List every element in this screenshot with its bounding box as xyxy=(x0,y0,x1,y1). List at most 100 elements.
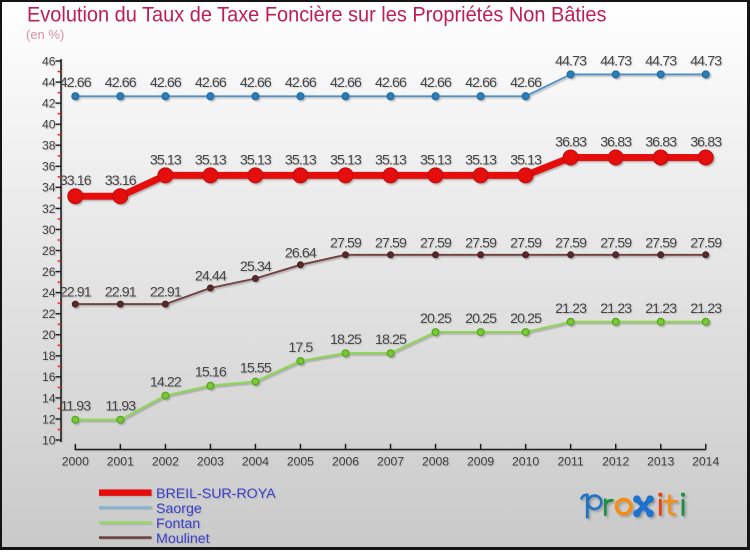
svg-text:BREIL-SUR-ROYA: BREIL-SUR-ROYA xyxy=(156,486,276,502)
svg-text:27.59: 27.59 xyxy=(555,235,587,251)
svg-text:27.59: 27.59 xyxy=(510,235,542,251)
svg-text:21.23: 21.23 xyxy=(690,301,722,317)
svg-text:42.66: 42.66 xyxy=(330,75,362,91)
svg-text:2009: 2009 xyxy=(467,454,494,468)
svg-text:2011: 2011 xyxy=(557,454,583,468)
svg-text:38: 38 xyxy=(42,139,56,153)
svg-text:22.91: 22.91 xyxy=(105,285,137,301)
svg-text:36: 36 xyxy=(42,160,56,174)
svg-text:Fontan: Fontan xyxy=(156,516,200,532)
svg-text:36.83: 36.83 xyxy=(555,135,587,151)
svg-text:36.83: 36.83 xyxy=(690,135,722,151)
svg-text:42.66: 42.66 xyxy=(60,75,92,91)
svg-text:2001: 2001 xyxy=(107,454,134,468)
svg-text:42.66: 42.66 xyxy=(195,75,227,91)
svg-text:26: 26 xyxy=(42,265,56,279)
svg-text:35.13: 35.13 xyxy=(510,152,542,168)
svg-text:12: 12 xyxy=(42,412,56,426)
svg-text:28: 28 xyxy=(42,244,56,258)
svg-text:24: 24 xyxy=(42,286,56,300)
svg-text:22.91: 22.91 xyxy=(60,285,92,301)
svg-text:35.13: 35.13 xyxy=(285,152,317,168)
svg-text:2003: 2003 xyxy=(197,454,224,468)
svg-text:27.59: 27.59 xyxy=(420,235,452,251)
svg-text:21.23: 21.23 xyxy=(645,301,677,317)
svg-text:2013: 2013 xyxy=(647,454,674,468)
svg-text:11.93: 11.93 xyxy=(60,399,91,415)
svg-text:15.16: 15.16 xyxy=(195,365,227,381)
svg-text:18.25: 18.25 xyxy=(375,332,407,348)
svg-text:2012: 2012 xyxy=(602,454,629,468)
svg-text:42.66: 42.66 xyxy=(285,75,317,91)
svg-text:44: 44 xyxy=(42,76,56,90)
svg-text:22.91: 22.91 xyxy=(150,285,182,301)
svg-text:Moulinet: Moulinet xyxy=(156,531,210,547)
svg-text:10: 10 xyxy=(42,433,56,447)
svg-text:2005: 2005 xyxy=(287,454,314,468)
svg-text:35.13: 35.13 xyxy=(420,152,452,168)
svg-text:42: 42 xyxy=(42,97,56,111)
svg-text:26.64: 26.64 xyxy=(285,245,317,261)
svg-text:42.66: 42.66 xyxy=(105,75,137,91)
svg-text:14.22: 14.22 xyxy=(150,375,182,391)
svg-text:32: 32 xyxy=(42,202,56,216)
svg-text:2007: 2007 xyxy=(377,454,404,468)
svg-text:20.25: 20.25 xyxy=(510,311,542,327)
svg-text:36.83: 36.83 xyxy=(645,135,677,151)
svg-text:18.25: 18.25 xyxy=(330,332,362,348)
svg-text:34: 34 xyxy=(42,181,56,195)
svg-text:2002: 2002 xyxy=(152,454,179,468)
svg-text:46: 46 xyxy=(42,54,56,68)
svg-text:20.25: 20.25 xyxy=(420,311,452,327)
svg-text:14: 14 xyxy=(42,391,56,405)
svg-text:44.73: 44.73 xyxy=(600,53,632,69)
svg-text:2010: 2010 xyxy=(512,454,539,468)
svg-text:44.73: 44.73 xyxy=(645,53,677,69)
svg-text:35.13: 35.13 xyxy=(330,152,362,168)
svg-text:Evolution du Taux de Taxe Fonc: Evolution du Taux de Taxe Foncière sur l… xyxy=(27,3,606,27)
svg-text:27.59: 27.59 xyxy=(645,235,677,251)
svg-text:42.66: 42.66 xyxy=(150,75,182,91)
svg-text:16: 16 xyxy=(42,370,56,384)
svg-text:27.59: 27.59 xyxy=(690,235,722,251)
svg-text:21.23: 21.23 xyxy=(600,301,632,317)
svg-text:44.73: 44.73 xyxy=(690,53,722,69)
svg-text:42.66: 42.66 xyxy=(510,75,542,91)
svg-text:35.13: 35.13 xyxy=(195,152,227,168)
svg-text:33.16: 33.16 xyxy=(60,173,92,189)
svg-text:20: 20 xyxy=(42,328,56,342)
svg-text:27.59: 27.59 xyxy=(465,235,497,251)
svg-text:(en %): (en %) xyxy=(26,27,64,42)
svg-text:35.13: 35.13 xyxy=(240,152,272,168)
svg-text:42.66: 42.66 xyxy=(375,75,407,91)
svg-text:2006: 2006 xyxy=(332,454,359,468)
svg-text:36.83: 36.83 xyxy=(600,135,632,151)
svg-text:35.13: 35.13 xyxy=(150,152,182,168)
svg-text:33.16: 33.16 xyxy=(105,173,137,189)
svg-text:35.13: 35.13 xyxy=(465,152,497,168)
svg-text:27.59: 27.59 xyxy=(375,235,407,251)
svg-text:20.25: 20.25 xyxy=(465,311,497,327)
svg-text:2004: 2004 xyxy=(242,454,269,468)
svg-text:2008: 2008 xyxy=(422,454,449,468)
svg-text:24.44: 24.44 xyxy=(195,269,227,285)
svg-text:42.66: 42.66 xyxy=(240,75,272,91)
svg-text:2000: 2000 xyxy=(62,454,89,468)
svg-text:25.34: 25.34 xyxy=(240,259,272,275)
svg-text:22: 22 xyxy=(42,307,56,321)
svg-text:30: 30 xyxy=(42,223,56,237)
svg-text:42.66: 42.66 xyxy=(420,75,452,91)
svg-text:17.5: 17.5 xyxy=(288,340,313,356)
svg-text:44.73: 44.73 xyxy=(555,53,587,69)
svg-text:11.93: 11.93 xyxy=(105,399,136,415)
svg-text:18: 18 xyxy=(42,349,56,363)
svg-text:21.23: 21.23 xyxy=(555,301,587,317)
svg-text:40: 40 xyxy=(42,118,56,132)
svg-text:27.59: 27.59 xyxy=(330,235,362,251)
svg-text:2014: 2014 xyxy=(692,454,719,468)
svg-text:35.13: 35.13 xyxy=(375,152,407,168)
svg-text:42.66: 42.66 xyxy=(465,75,497,91)
svg-text:Saorge: Saorge xyxy=(156,501,202,517)
svg-text:27.59: 27.59 xyxy=(600,235,632,251)
svg-text:15.55: 15.55 xyxy=(240,361,272,377)
